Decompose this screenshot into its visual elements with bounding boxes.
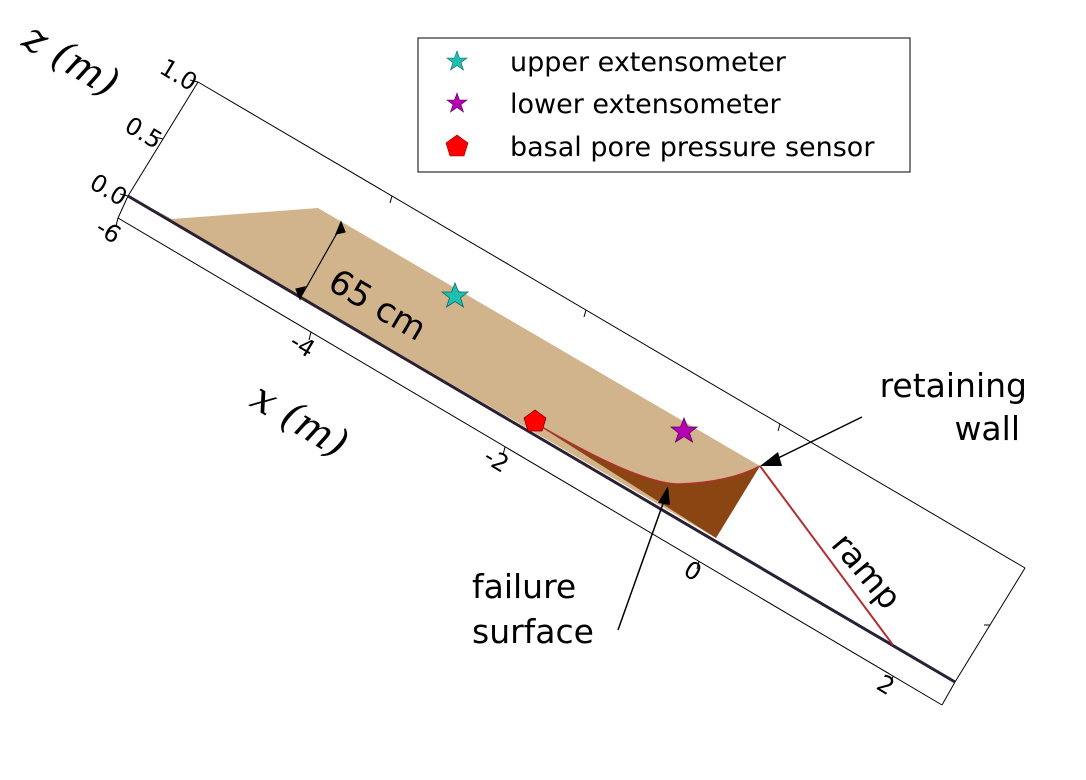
retaining-wall-label-line2: wall	[954, 409, 1020, 448]
sand-body	[128, 196, 760, 538]
basal-pore-pressure-sensor-marker	[523, 409, 547, 432]
legend-box	[417, 37, 911, 173]
z-axis-label: z (m)	[14, 14, 127, 107]
x-tick-label: 2	[872, 669, 900, 701]
failure-surface-label-line2: surface	[472, 612, 594, 651]
z-tick-label: 1.0	[155, 53, 202, 97]
x-axis-ticks	[115, 217, 894, 685]
axis-frame	[117, 81, 1026, 706]
top-edge-ticks	[389, 195, 990, 626]
x-tick-label: -4	[285, 327, 320, 363]
flume-bed	[127, 194, 956, 684]
legend-label: basal pore pressure sensor	[510, 132, 875, 163]
z-tick-label: 0.0	[85, 168, 132, 212]
frame-bottom-edge	[117, 217, 943, 706]
x-axis-label: x (m)	[243, 374, 356, 467]
failure-surface-curve	[529, 419, 761, 485]
legend-upper-extensometer-icon	[446, 50, 468, 71]
failed-mass	[530, 420, 760, 538]
legend-label: upper extensometer	[510, 47, 787, 78]
legend-label: lower extensometer	[510, 89, 782, 120]
lower-extensometer-marker	[669, 416, 699, 443]
failure-surface-arrow	[617, 486, 670, 631]
upper-extensometer-marker	[440, 281, 470, 308]
z-tick-label: 0.5	[120, 111, 167, 155]
legend: upper extensometer lower extensometer ba…	[417, 37, 911, 173]
x-tick-label: -6	[91, 213, 126, 249]
legend-pore-pressure-icon	[445, 134, 469, 157]
z-axis-ticks	[119, 79, 199, 197]
failure-surface-label-line1: failure	[472, 567, 576, 606]
legend-lower-extensometer-icon	[446, 92, 468, 113]
x-tick-label: 0	[679, 555, 707, 587]
thickness-arrow	[295, 220, 346, 301]
frame-top-edge	[197, 81, 1026, 569]
frame-bottom-right	[941, 681, 956, 706]
ramp-line	[759, 465, 894, 646]
frame-bottom-left	[117, 195, 129, 219]
retaining-wall-label-line1: retaining	[880, 366, 1027, 405]
retaining-wall-arrow	[760, 416, 863, 466]
x-tick-label: -2	[479, 442, 514, 478]
